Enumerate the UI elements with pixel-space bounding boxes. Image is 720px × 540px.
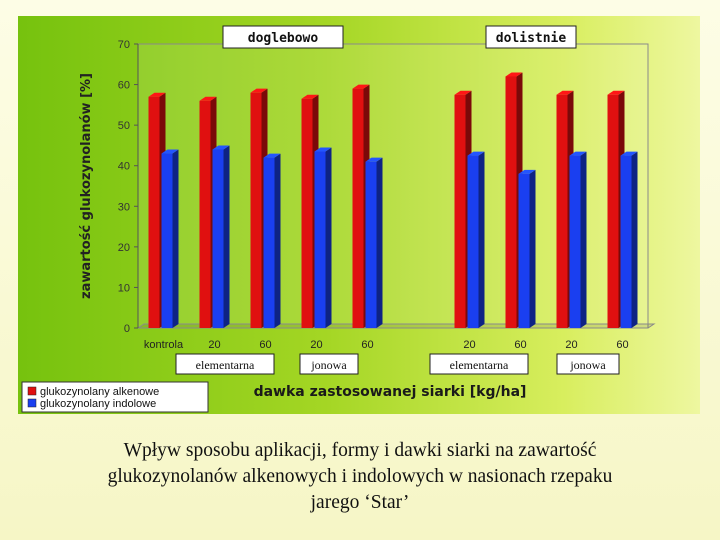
bar-alkenowe [505, 76, 517, 328]
bar-side [529, 169, 536, 328]
bar-side [376, 157, 383, 328]
y-axis-title: zawartość glukozynolanów [%] [79, 73, 94, 299]
bar-indolowe [365, 161, 377, 328]
bar-indolowe [569, 155, 581, 328]
form-label: jonowa [569, 358, 606, 372]
bar-indolowe [467, 155, 479, 328]
x-axis-title: dawka zastosowanej siarki [kg/ha] [254, 384, 527, 400]
y-tick-label: 70 [118, 39, 130, 51]
bar-alkenowe [607, 94, 619, 328]
bar-top [352, 84, 370, 89]
bar-top [454, 90, 472, 95]
caption-line-1: Wpływ sposobu aplikacji, formy i dawki s… [123, 440, 597, 461]
group-label-box [222, 25, 344, 49]
bar-alkenowe [454, 94, 466, 328]
form-label-box [556, 353, 620, 375]
y-tick-label: 30 [118, 201, 130, 213]
bar-top [505, 72, 523, 77]
slide-caption: Wpływ sposobu aplikacji, formy i dawki s… [0, 438, 720, 516]
legend-label: glukozynolany alkenowe [40, 386, 159, 398]
caption-line-2: glukozynolanów alkenowych i indolowych w… [107, 466, 613, 487]
form-label-box [299, 353, 359, 375]
bar-alkenowe [352, 88, 364, 328]
x-tick-label: 60 [616, 339, 628, 351]
form-label: elementarna [450, 358, 509, 372]
bar-top [212, 145, 230, 150]
group-label: doglebowo [248, 31, 319, 46]
bar-top [620, 151, 638, 156]
y-tick-label: 40 [118, 161, 130, 173]
group-label-box [485, 25, 577, 49]
bar-top [301, 94, 319, 99]
y-tick-label: 20 [118, 242, 130, 254]
x-tick-label: 60 [514, 339, 526, 351]
legend-label: glukozynolany indolowe [40, 398, 156, 410]
bar-alkenowe [250, 92, 262, 328]
bar-top [467, 151, 485, 156]
bar-alkenowe [199, 100, 211, 328]
group-label: dolistnie [496, 31, 567, 46]
x-tick-label: 60 [361, 339, 373, 351]
form-label-box [175, 353, 275, 375]
bar-top [250, 88, 268, 93]
x-tick-label: 20 [463, 339, 475, 351]
bar-indolowe [518, 173, 530, 328]
bar-chart: 0 10 20 30 40 50 60 70 zawartość glukozynolanów … [21, 25, 656, 413]
y-tick-label: 60 [118, 80, 130, 92]
bar-top [314, 147, 332, 152]
bar-alkenowe [148, 96, 160, 328]
bar-alkenowe [301, 98, 313, 329]
y-tick-label: 10 [118, 282, 130, 294]
bar-top [148, 92, 166, 97]
bar-side [580, 151, 587, 328]
form-label: jonowa [310, 358, 347, 372]
bar-side [274, 153, 281, 328]
bar-top [199, 96, 217, 101]
bar-indolowe [161, 153, 173, 328]
bar-indolowe [314, 151, 326, 328]
x-tick-label: 20 [310, 339, 322, 351]
bar-alkenowe [556, 94, 568, 328]
bar-indolowe [263, 157, 275, 328]
legend-box [21, 381, 209, 413]
bar-top [607, 90, 625, 95]
bar-top [263, 153, 281, 158]
y-tick-label: 50 [118, 120, 130, 132]
bar-side [631, 151, 638, 328]
bar-top [518, 169, 536, 174]
bar-side [325, 147, 332, 328]
x-tick-label: kontrola [144, 339, 184, 351]
bar-top [556, 90, 574, 95]
x-tick-label: 20 [565, 339, 577, 351]
bar-top [569, 151, 587, 156]
bar-indolowe [212, 149, 224, 328]
legend-swatch-alkenowe [27, 386, 37, 396]
y-tick-label: 0 [124, 323, 130, 335]
chart-panel: 0 10 20 30 40 50 60 70 zawartość glukozynolanów … [18, 16, 700, 414]
bar-side [172, 149, 179, 328]
bar-top [365, 157, 383, 162]
bar-indolowe [620, 155, 632, 328]
form-label: elementarna [196, 358, 255, 372]
x-tick-label: 20 [208, 339, 220, 351]
caption-line-3: jarego ‘Star’ [310, 492, 410, 513]
bar-side [223, 145, 230, 328]
form-label-box [429, 353, 529, 375]
legend-swatch-indolowe [27, 398, 37, 408]
x-tick-label: 60 [259, 339, 271, 351]
bar-top [161, 149, 179, 154]
bar-side [478, 151, 485, 328]
